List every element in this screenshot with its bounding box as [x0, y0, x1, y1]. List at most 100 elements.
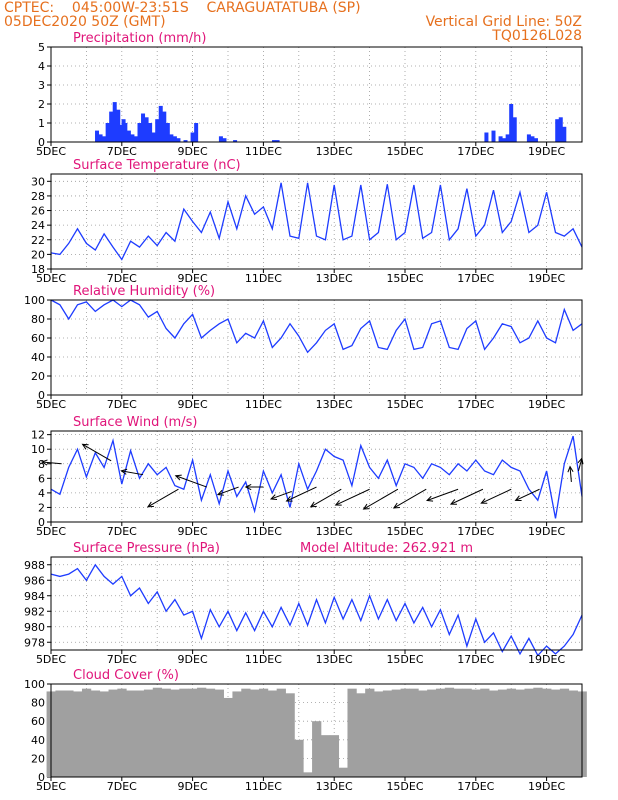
y-tick-label: 0 [38, 771, 45, 784]
wind-vector [82, 443, 112, 462]
x-tick-label: 9DEC [178, 398, 208, 411]
precip-bar [491, 130, 496, 142]
x-tick-label: 17DEC [457, 780, 494, 793]
cloud-bar [179, 688, 189, 777]
panel-title: Surface Pressure (hPa) [73, 541, 220, 556]
cloud-bar [524, 688, 534, 777]
panel-frame [50, 173, 583, 270]
x-tick-label: 7DEC [107, 525, 137, 538]
wind-arrowhead [514, 495, 522, 501]
cloud-bar [329, 735, 340, 777]
cloud-bar [250, 689, 260, 777]
y-tick-label: 12 [31, 429, 45, 442]
x-tick-label: 11DEC [245, 398, 282, 411]
y-tick-label: 20 [31, 752, 45, 765]
precip-bar [509, 104, 514, 142]
precip-bar [98, 134, 103, 142]
x-tick-label: 15DEC [386, 145, 423, 158]
cloud-bar [382, 690, 393, 777]
wind-vector [481, 488, 512, 504]
precip-bar [158, 105, 163, 142]
panel-title: Surface Temperature (nC) [73, 158, 241, 173]
precip-bar [555, 119, 560, 142]
cloud-bar [365, 688, 375, 777]
cloud-bar [117, 688, 127, 777]
wind-vector [217, 486, 239, 496]
wind-arrowhead [449, 499, 457, 505]
cloud-bar [161, 688, 171, 777]
cloud-bar [551, 689, 561, 777]
x-tick-label: 9DEC [178, 272, 208, 285]
cloud-bar [312, 721, 322, 777]
precip-bar [123, 123, 128, 142]
cloud-bar [64, 690, 74, 777]
series-line [50, 563, 583, 657]
y-tick-label: 4 [38, 60, 45, 73]
wind-vector [286, 486, 317, 502]
y-tick-label: 1 [38, 117, 45, 130]
cloud-bar [143, 689, 154, 777]
cloud-bar [55, 690, 65, 777]
y-tick-label: 24 [31, 219, 45, 232]
cloud-bar [444, 687, 455, 777]
y-tick-label: 28 [31, 190, 45, 203]
y-tick-label: 20 [31, 370, 45, 383]
cloud-bar [471, 689, 481, 777]
y-tick-label: 5 [38, 41, 45, 54]
y-tick-label: 40 [31, 351, 45, 364]
x-tick-label: 17DEC [457, 653, 494, 666]
cloud-bar [409, 688, 419, 777]
precip-bar [502, 138, 507, 142]
precip-bar [151, 132, 156, 142]
y-tick-label: 22 [31, 234, 45, 247]
y-tick-label: 26 [31, 205, 45, 218]
wind-arrowhead [309, 501, 317, 508]
x-tick-label: 11DEC [245, 780, 282, 793]
x-tick-label: 15DEC [386, 525, 423, 538]
precip-bar [105, 123, 110, 142]
cloud-bar [515, 689, 525, 777]
precip-bar [533, 138, 538, 142]
wind-vector [335, 488, 370, 506]
cloud-bar [533, 687, 543, 777]
cloud-bar [462, 688, 472, 777]
wind-vector [41, 461, 62, 465]
x-tick-label: 11DEC [245, 272, 282, 285]
wind-arrowhead [362, 503, 370, 510]
y-tick-label: 10 [31, 443, 45, 456]
cloud-bar [320, 735, 331, 777]
cloud-bar [276, 688, 286, 777]
x-tick-label: 7DEC [107, 653, 137, 666]
x-tick-label: 5DEC [36, 272, 66, 285]
cloud-bar [391, 689, 401, 777]
x-tick-label: 5DEC [36, 653, 66, 666]
y-tick-label: 8 [38, 458, 45, 471]
precip-bar [183, 140, 188, 142]
wind-arrowhead [426, 495, 434, 502]
y-tick-label: 0 [38, 389, 45, 402]
y-tick-label: 60 [31, 715, 45, 728]
x-tick-label: 7DEC [107, 272, 137, 285]
x-tick-label: 5DEC [36, 398, 66, 411]
wind-vector [270, 490, 292, 500]
x-tick-label: 13DEC [316, 525, 353, 538]
series-line [50, 182, 583, 261]
wind-vector [363, 488, 399, 510]
cloud-bar [559, 688, 570, 777]
cloud-bar [338, 767, 348, 777]
y-tick-label: 6 [38, 472, 45, 485]
x-tick-label: 19DEC [528, 145, 565, 158]
precip-bar [222, 138, 227, 142]
y-tick-label: 30 [31, 175, 45, 188]
panel-annotation: Model Altitude: 262.921 m [300, 541, 473, 556]
precip-bar [172, 136, 177, 142]
precip-bar [130, 134, 135, 142]
x-tick-label: 9DEC [178, 145, 208, 158]
x-tick-label: 13DEC [316, 272, 353, 285]
cloud-bar [374, 691, 384, 777]
cloud-bar [214, 689, 224, 777]
precip-bar [190, 132, 195, 142]
panel-frame [50, 430, 583, 523]
x-tick-label: 13DEC [316, 780, 353, 793]
